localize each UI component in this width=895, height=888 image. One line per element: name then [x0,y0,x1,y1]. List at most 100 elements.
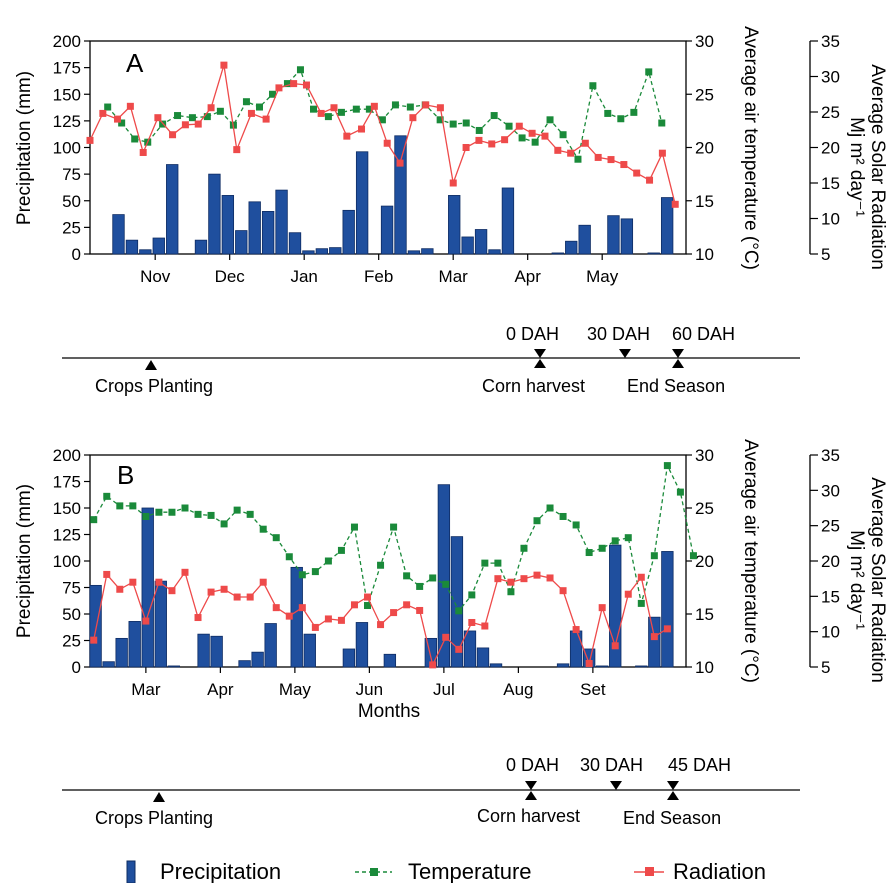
left-axis-tick-label: 75 [62,165,81,184]
temp-axis-tick-label: 25 [695,499,714,518]
rad-axis-tick-label: 20 [821,139,840,158]
precipitation-bar [210,635,223,668]
temperature-point [611,537,619,545]
temperature-point [390,523,398,531]
axes-b: 0 25 50 75 100 125 150 175 200 10 15 20 25 30 5 10 15 20 2… [53,446,840,699]
radiation-point [220,585,228,593]
month-label: Jun [356,680,383,699]
dah0-marker-down-a [534,349,546,358]
radiation-point [220,61,228,69]
precipitation-bar [565,240,578,255]
harvest-label-a: Corn harvest [482,376,585,396]
precipitation-bar [128,621,141,668]
radiation-point [377,621,385,629]
temperature-point [406,103,414,111]
radiation-point [585,659,593,667]
left-axis-tick-label: 0 [72,658,81,677]
rad-axis-tick-label: 10 [821,210,840,229]
temperature-point [207,511,215,519]
precipitation-bar [167,665,180,668]
precipitation-bar [488,249,501,255]
precipitation-bar [264,623,277,668]
precipitation-bar [660,197,674,255]
temperature-point [259,525,267,533]
radiation-point [663,625,671,633]
precipitation-bar [152,237,165,255]
radiation-point [620,161,628,169]
radiation-point [285,612,293,620]
radiation-point [233,593,241,601]
temp-axis-tick-label: 15 [695,192,714,211]
temperature-point [689,552,697,560]
radiation-point [572,626,580,634]
radiation-point [370,102,378,110]
radiation-point [528,129,536,137]
radiation-point [246,593,254,601]
temperature-point [233,506,241,514]
radiation-point [442,633,450,641]
temperature-point [142,512,150,520]
precipitation-bar [380,205,394,255]
radiation-point [194,614,202,622]
radiation-point [383,139,391,147]
temperature-point [103,492,111,500]
left-axis-tick-label: 200 [53,32,81,51]
temperature-point [559,131,567,139]
radiation-point [103,570,111,578]
planting-label-a: Crops Planting [95,376,213,396]
left-axis-tick-label: 50 [62,192,81,211]
temperature-point [449,120,457,128]
temperature-point [90,516,98,524]
radiation-point [611,642,619,650]
precipitation-bar [448,195,461,255]
radiation-point [350,601,358,609]
dah60-marker-up-a [672,359,684,368]
temperature-point [285,553,293,561]
radiation-point [594,153,602,161]
temperature-point [589,82,597,90]
temperature-point [637,599,645,607]
dah0-label-a: 0 DAH [506,324,559,344]
y-axis-label-temp-b: Average air temperature (°C) [740,439,761,683]
temperature-point [645,68,653,76]
precipitation-bar [125,239,139,255]
radiation-point [337,616,345,624]
temperature-point [352,105,360,113]
panel-a: A Precipitation (mm) Average air tempera… [14,26,888,286]
precipitation-bar [288,232,302,255]
radiation-point [533,571,541,579]
rad-axis-tick-label: 20 [821,552,840,571]
precipitation-bar [208,173,221,255]
y-axis-label-rad-unit-b: Mj m² day⁻¹ [846,530,867,630]
temperature-point [533,517,541,525]
y-axis-label-rad-b: Average Solar Radiation [867,477,888,683]
precipitation-bar [476,647,490,668]
month-label: Apr [514,267,541,286]
legend-radiation-marker [645,867,654,876]
left-axis-tick-label: 25 [62,218,81,237]
temperature-point [630,108,638,116]
temperature-point [546,116,554,124]
left-axis-tick-label: 150 [53,499,81,518]
left-axis-tick-label: 150 [53,85,81,104]
temperature-point [494,559,502,567]
temperature-point [188,114,196,122]
month-label: Mar [439,267,469,286]
temperature-point [676,488,684,496]
legend-temperature-label: Temperature [408,859,532,883]
temperature-point [255,103,263,111]
left-axis-tick-label: 0 [72,245,81,264]
month-label: Mar [131,680,161,699]
temperature-point [310,105,317,113]
y-axis-label-left-b: Precipitation (mm) [14,484,35,638]
precipitation-bar [342,209,355,255]
legend-precipitation-label: Precipitation [160,859,281,883]
precipitation-bar [139,249,152,255]
precipitation-bar [342,648,356,668]
month-label: Feb [364,267,393,286]
radiation-point [99,109,107,117]
radiation-point [155,578,163,586]
y-axis-label-left-a: Precipitation (mm) [14,71,35,225]
precipitation-bar [556,663,570,668]
radiation-point [290,80,298,88]
